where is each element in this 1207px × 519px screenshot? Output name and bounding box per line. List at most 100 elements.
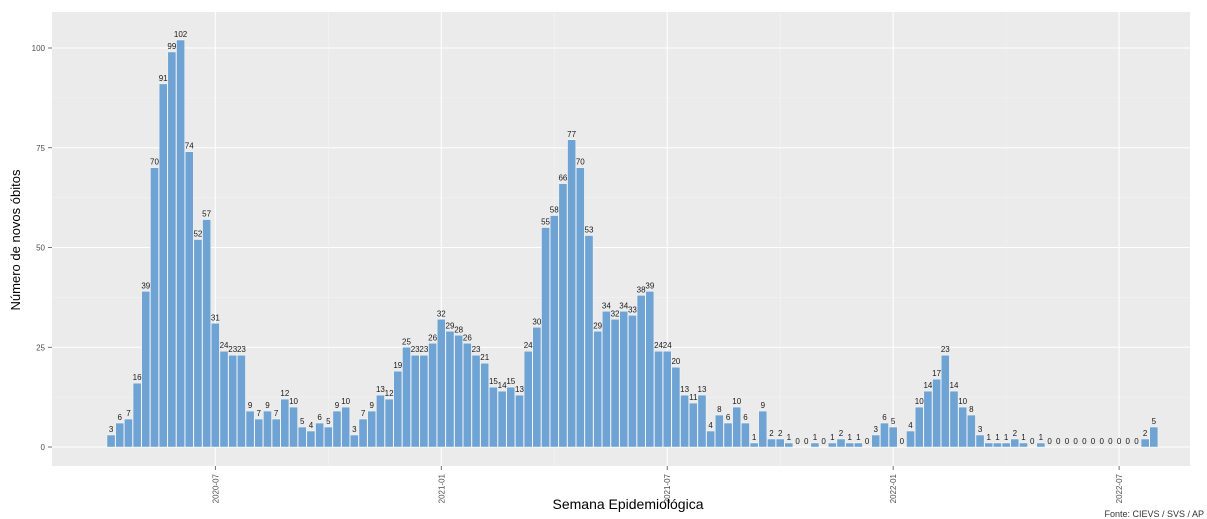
bar-value-label: 6 <box>882 413 887 422</box>
bar <box>376 394 385 448</box>
bar-value-label: 2 <box>1143 429 1148 438</box>
bar-value-label: 10 <box>958 397 967 406</box>
bar-value-label: 0 <box>1073 437 1078 446</box>
bar <box>723 422 733 448</box>
bar <box>358 418 368 448</box>
bar-value-label: 33 <box>628 305 637 314</box>
bar-value-label: 25 <box>402 337 411 346</box>
bar-value-label: 34 <box>619 301 628 310</box>
bar <box>636 295 646 448</box>
bar <box>228 355 237 448</box>
bar-value-label: 23 <box>228 345 237 354</box>
bar <box>1010 438 1020 448</box>
bar-value-label: 29 <box>593 321 602 330</box>
bar <box>932 378 941 448</box>
bar <box>158 83 168 448</box>
bar <box>680 394 689 448</box>
bar <box>880 422 889 448</box>
bar <box>410 355 420 448</box>
bar-value-label: 23 <box>419 345 428 354</box>
bar-value-label: 0 <box>900 437 905 446</box>
bar-value-label: 0 <box>1047 437 1052 446</box>
bar <box>610 319 620 448</box>
x-tick-label: 2022-01 <box>889 473 898 503</box>
bar-value-label: 52 <box>193 230 202 239</box>
bar <box>454 335 463 448</box>
bar <box>306 430 316 448</box>
bar <box>923 390 933 448</box>
bar-value-label: 55 <box>541 218 550 227</box>
bar-value-label: 17 <box>932 369 941 378</box>
bar <box>167 51 177 448</box>
bar-value-label: 5 <box>326 417 331 426</box>
bar <box>124 418 133 448</box>
bar-value-label: 14 <box>950 381 959 390</box>
bar-value-label: 11 <box>689 393 698 402</box>
source-note: Fonte: CIEVS / SVS / AP <box>1104 509 1204 519</box>
bar-value-label: 0 <box>1134 437 1139 446</box>
bar-value-label: 74 <box>185 142 194 151</box>
bar-value-label: 23 <box>237 345 246 354</box>
bar-value-label: 0 <box>1082 437 1087 446</box>
bar-value-label: 14 <box>498 381 507 390</box>
bar <box>967 414 976 448</box>
bar-value-label: 10 <box>732 397 741 406</box>
bar-value-label: 10 <box>341 397 350 406</box>
bar-value-label: 3 <box>874 425 879 434</box>
bar-value-label: 34 <box>602 301 611 310</box>
bar-value-label: 23 <box>941 345 950 354</box>
bar-value-label: 13 <box>680 385 689 394</box>
x-axis-ticks: 2020-07 2021-01 2021-07 2022-01 2022-07 <box>211 466 1124 503</box>
bar-value-label: 16 <box>133 373 142 382</box>
bar-value-label: 0 <box>821 437 826 446</box>
bar <box>532 327 542 448</box>
bar <box>289 406 298 448</box>
x-tick-label: 2022-07 <box>1115 473 1124 503</box>
bar-value-label: 2 <box>839 429 844 438</box>
bar <box>193 239 203 448</box>
bar-value-label: 9 <box>761 401 766 410</box>
bar <box>758 410 768 448</box>
bar <box>463 343 472 448</box>
bar-value-label: 21 <box>480 353 489 362</box>
bar <box>219 351 229 448</box>
bar <box>993 442 1002 448</box>
bar <box>1149 426 1159 448</box>
bar <box>1001 442 1011 448</box>
bar-value-label: 24 <box>654 341 663 350</box>
bar <box>984 442 993 448</box>
bar-value-label: 1 <box>987 433 992 442</box>
bar-value-label: 15 <box>506 377 515 386</box>
bar-value-label: 23 <box>411 345 420 354</box>
bar-value-label: 6 <box>726 413 731 422</box>
bar-value-label: 5 <box>300 417 305 426</box>
bar-value-label: 38 <box>637 285 646 294</box>
bar <box>941 355 950 448</box>
bar-value-label: 12 <box>280 389 289 398</box>
bar-value-label: 6 <box>118 413 123 422</box>
bar-value-label: 24 <box>524 341 533 350</box>
x-tick-label: 2020-07 <box>211 473 220 503</box>
y-tick-label: 100 <box>32 44 46 53</box>
bar <box>1019 442 1028 448</box>
bar <box>437 319 446 448</box>
bar-value-label: 0 <box>1091 437 1096 446</box>
bar-value-label: 9 <box>248 401 253 410</box>
bar <box>150 167 159 448</box>
bar-value-label: 23 <box>472 345 481 354</box>
bar-value-label: 0 <box>1099 437 1104 446</box>
bar-value-label: 1 <box>1039 433 1044 442</box>
bar <box>645 291 655 448</box>
bar <box>593 331 602 448</box>
bar-value-label: 3 <box>109 425 114 434</box>
bar <box>515 394 524 448</box>
bar <box>775 438 785 448</box>
bar <box>671 367 681 448</box>
bar <box>332 410 342 448</box>
bar-value-label: 1 <box>813 433 818 442</box>
bar-value-label: 32 <box>437 309 446 318</box>
bar-value-label: 7 <box>126 409 131 418</box>
bar-value-label: 5 <box>891 417 896 426</box>
bar <box>628 315 637 448</box>
